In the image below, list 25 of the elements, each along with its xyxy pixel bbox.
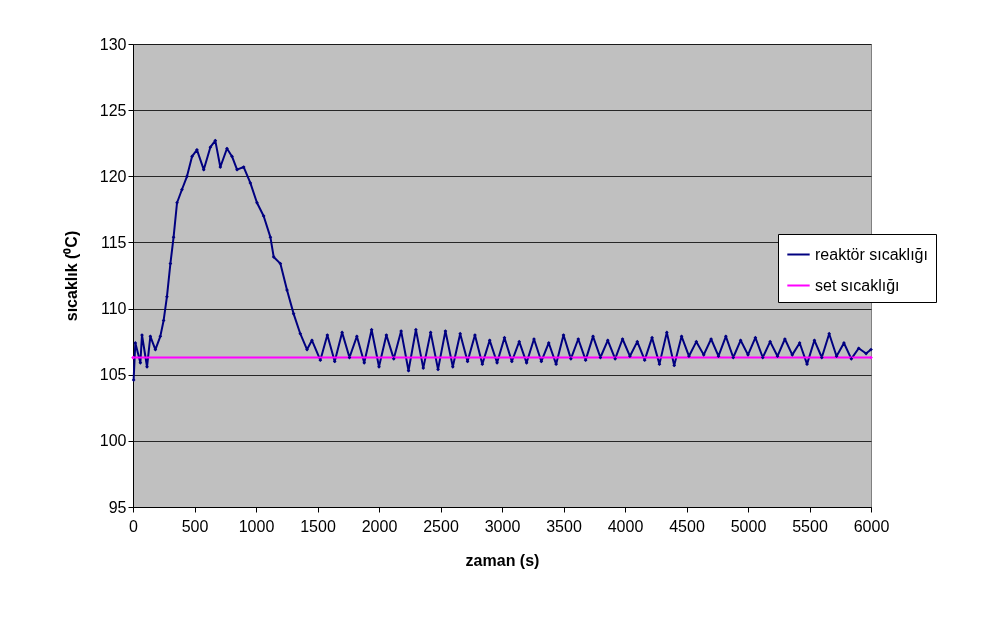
y-tick-label: 120 (99, 167, 127, 185)
x-tick-label: 0 (129, 517, 139, 535)
y-tick-label: 110 (100, 300, 127, 318)
y-tick-label: 115 (100, 233, 127, 251)
x-tick-label: 6000 (853, 517, 890, 535)
y-tick-label: 130 (99, 35, 127, 53)
y-tick-label: 125 (99, 101, 127, 119)
y-tick-label: 105 (99, 366, 127, 384)
y-tick-label: 95 (108, 498, 127, 516)
x-tick-label: 1500 (300, 517, 336, 535)
legend-label: reaktör sıcaklığı (815, 245, 928, 263)
x-tick-label: 4000 (607, 517, 644, 535)
x-tick-label: 2000 (361, 517, 398, 535)
x-tick-label: 3500 (546, 517, 582, 535)
legend-label: set sıcaklığı (815, 276, 900, 294)
x-tick-label: 1000 (238, 517, 275, 535)
x-axis-title: zaman (s) (465, 551, 540, 569)
x-tick-label: 5500 (792, 517, 828, 535)
x-tick-label: 3000 (484, 517, 521, 535)
x-tick-label: 2500 (423, 517, 459, 535)
x-tick-label: 500 (181, 517, 209, 535)
y-tick-label: 100 (99, 432, 127, 450)
y-axis-title: sıcaklık (⁰C) (62, 230, 80, 322)
x-tick-label: 5000 (730, 517, 767, 535)
x-tick-label: 4500 (669, 517, 705, 535)
